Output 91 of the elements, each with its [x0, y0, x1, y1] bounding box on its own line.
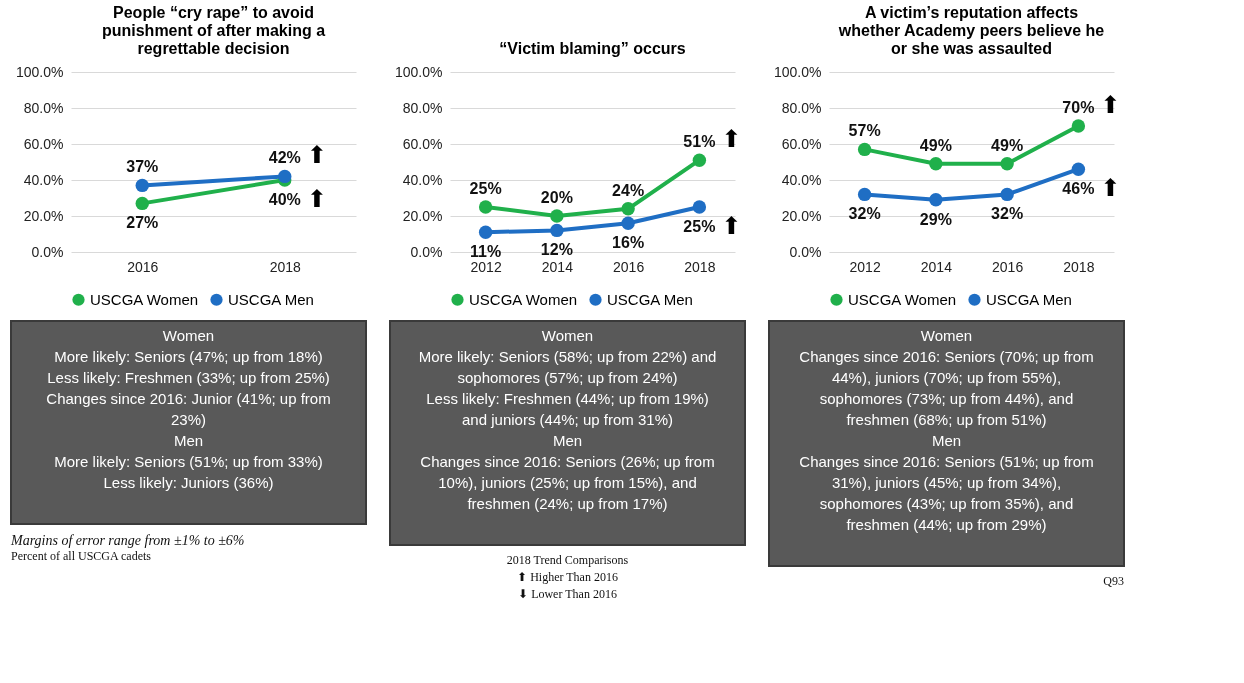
y-tick-label: 80.0%: [23, 99, 64, 116]
data-label: 49%: [991, 136, 1024, 154]
point: [1071, 162, 1086, 176]
point: [857, 142, 872, 157]
text: Women Changes since 2016: Seniors (70%; up from 44%), juniors (70%; up from 55%), sophomores (73%; up from 44%), and freshmen (68%; up from 51%) Men Changes since 2016: Seniors (51%; up from 31%), juniors (45%; up from 34%), sophomores (43%; up from 35%), and freshmen (44%; up from 29%): [799, 327, 1094, 533]
x-tick-label: 2016: [127, 258, 159, 275]
y-tick-label: 40.0%: [781, 171, 822, 188]
data-label: 49%: [919, 136, 952, 154]
y-tick-label: 20.0%: [781, 207, 822, 224]
text: Margins of error range from ±1% to ±6%: [10, 533, 245, 548]
legend-label: USCGA Men: [228, 290, 314, 308]
data-label: 24%: [612, 181, 645, 199]
data-label: 57%: [848, 122, 881, 140]
y-tick-label: 100.0%: [16, 63, 64, 80]
annotation: ⬆: [1100, 174, 1121, 203]
x-tick-label: 2016: [613, 258, 645, 275]
data-label: 32%: [848, 205, 881, 223]
legend-label: USCGA Men: [986, 290, 1072, 308]
y-tick-label: 40.0%: [23, 171, 64, 188]
annotation: ⬆: [721, 125, 742, 154]
text: ⬆ Higher Than 2016: [517, 570, 618, 584]
legend-label: USCGA Women: [90, 290, 199, 308]
data-label: 51%: [683, 133, 716, 151]
annotation: ⬆: [306, 141, 327, 170]
y-tick-label: 80.0%: [402, 99, 443, 116]
text: Percent of all USCGA cadets: [11, 549, 152, 563]
point: [278, 169, 292, 184]
annotation: ⬆: [721, 212, 742, 240]
x-tick-label: 2018: [684, 258, 716, 275]
y-tick-label: 60.0%: [781, 135, 822, 152]
data-label: 12%: [540, 241, 573, 259]
y-tick-label: 80.0%: [781, 99, 822, 116]
data-label: 11%: [470, 243, 502, 261]
chart-title: People “cry rape” to avoid punishment of after making a regrettable decision: [101, 4, 326, 57]
text: Q93: [1103, 574, 1124, 588]
y-tick-label: 0.0%: [789, 243, 822, 260]
x-tick-label: 2014: [541, 258, 574, 275]
point: [550, 223, 564, 238]
point: [857, 187, 872, 202]
point: [1000, 157, 1014, 171]
data-label: 46%: [1062, 180, 1095, 198]
y-tick-label: 60.0%: [23, 135, 64, 152]
y-tick-label: 0.0%: [410, 243, 443, 260]
annotation: ⬆: [306, 185, 327, 213]
point: [1000, 187, 1014, 202]
y-tick-label: 60.0%: [402, 135, 443, 152]
data-label: 32%: [991, 205, 1024, 223]
data-label: 70%: [1062, 99, 1095, 116]
data-label: 40%: [268, 191, 301, 208]
text: Women More likely: Seniors (47%; up from 18%) Less likely: Freshmen (33%; up from 25%) Changes since 2016: Junior (41%; up from 23%) Men More likely: Seniors (51%; up from 33%) Less likely: Juniors (36%): [46, 327, 331, 491]
point: [135, 178, 149, 193]
x-tick-label: 2012: [849, 258, 881, 275]
data-label: 29%: [919, 210, 952, 228]
x-tick-label: 2018: [1063, 258, 1095, 275]
point: [478, 200, 493, 214]
data-label: 27%: [126, 214, 159, 232]
data-label: 20%: [540, 189, 573, 206]
point: [929, 157, 943, 171]
data-label: 25%: [683, 218, 716, 235]
point: [929, 193, 943, 207]
point: [478, 225, 493, 239]
chart-title: “Victim blaming” occurs: [499, 40, 686, 57]
y-tick-label: 100.0%: [395, 63, 443, 80]
point: [692, 200, 707, 214]
legend-label: USCGA Women: [848, 290, 957, 308]
point: [621, 216, 635, 230]
y-tick-label: 20.0%: [23, 207, 64, 224]
y-tick-label: 40.0%: [402, 171, 443, 188]
y-tick-label: 100.0%: [774, 63, 822, 80]
text: ⬇ Lower Than 2016: [518, 587, 617, 601]
data-label: 37%: [126, 158, 159, 176]
point: [621, 202, 635, 216]
text: Women More likely: Seniors (58%; up from 22%) and sophomores (57%; up from 24%) Less likely: Freshmen (44%; up from 19%) and juniors (44%; up from 31%) Men Changes since 2016: Seniors (26%; up from 10%), juniors (25%; up from 15%), and freshmen (24%; up from 17%): [418, 327, 717, 512]
point: [135, 196, 149, 211]
annotation: ⬆: [1100, 91, 1121, 119]
data-label: 25%: [469, 180, 502, 197]
point: [550, 209, 564, 223]
y-tick-label: 0.0%: [31, 243, 64, 260]
data-label: 16%: [612, 234, 645, 252]
legend-label: USCGA Men: [607, 290, 693, 308]
data-label: 42%: [268, 149, 301, 167]
text: 2018 Trend Comparisons: [506, 553, 629, 567]
point: [692, 153, 707, 167]
legend-label: USCGA Women: [469, 290, 578, 308]
point: [1071, 119, 1086, 133]
x-tick-label: 2012: [470, 258, 502, 275]
y-tick-label: 20.0%: [402, 207, 443, 224]
x-tick-label: 2016: [992, 258, 1024, 275]
chart-title: A victim’s reputation affects whether Academy peers believe he or she was assaulted: [837, 4, 1105, 57]
x-tick-label: 2018: [269, 258, 302, 275]
x-tick-label: 2014: [920, 258, 953, 275]
